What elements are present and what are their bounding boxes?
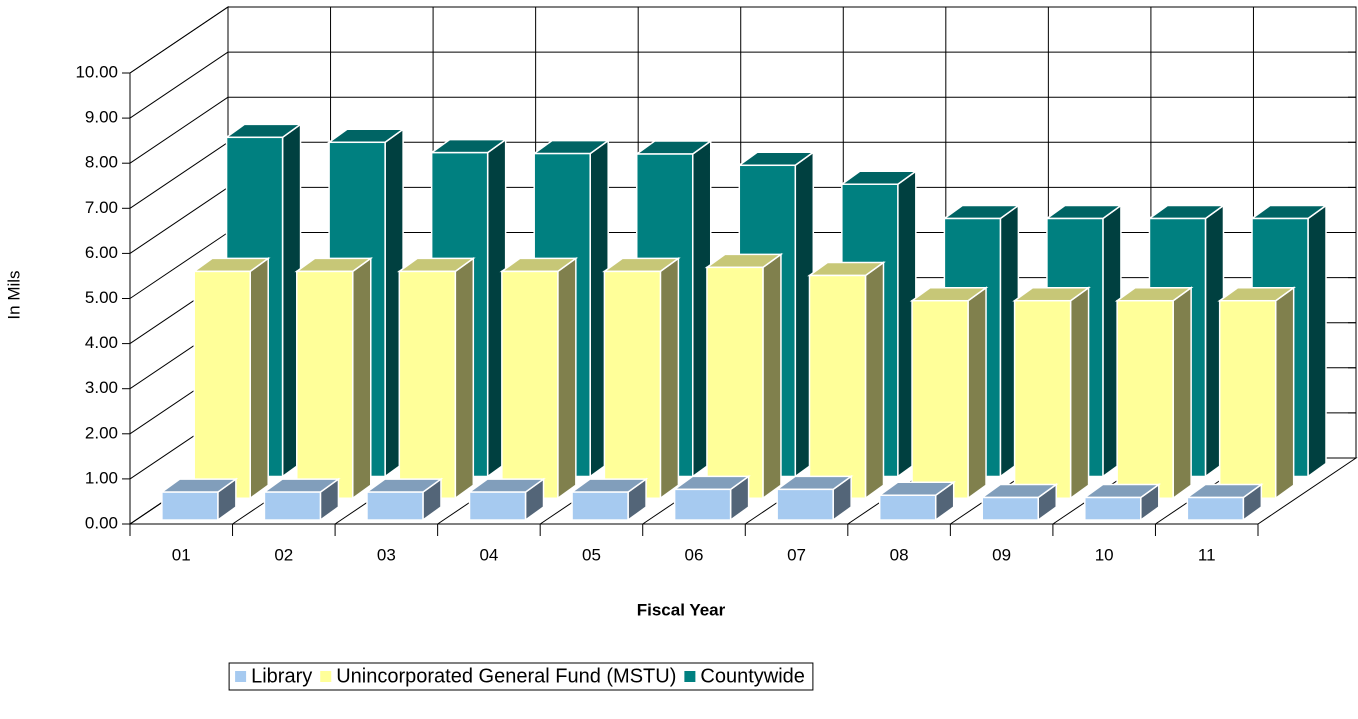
bar-side [1274, 286, 1295, 500]
bar [704, 252, 784, 500]
y-tick-label: 6.00 [85, 243, 118, 262]
x-tick-label: 08 [890, 545, 909, 564]
bar-front [366, 491, 424, 521]
legend-swatch [320, 671, 332, 682]
bar [1114, 286, 1194, 500]
bar-front [1084, 496, 1142, 521]
y-axis-label: In Mils [4, 270, 23, 319]
bar [1217, 286, 1296, 500]
x-tick-label: 06 [685, 545, 704, 564]
bar [807, 260, 886, 500]
bar-front [193, 270, 251, 500]
x-tick-label: 10 [1095, 545, 1114, 564]
y-tick-label: 8.00 [85, 153, 118, 172]
y-tick-label: 1.00 [85, 468, 118, 487]
bar [294, 256, 374, 500]
bar [499, 256, 579, 500]
bar-front [706, 266, 764, 500]
grid-line [129, 141, 229, 209]
bar-front [571, 491, 629, 521]
bar-front [673, 488, 732, 521]
legend-label: Library [251, 665, 312, 687]
bar-front [878, 494, 937, 521]
bar-side [352, 256, 372, 500]
grid-line [129, 232, 229, 299]
x-tick-label: 09 [992, 545, 1011, 564]
bar-side [454, 256, 475, 500]
x-tick-label: 07 [787, 545, 806, 564]
bar-front [911, 299, 969, 500]
legend-label: Countywide [700, 665, 805, 687]
bar-side [762, 252, 782, 500]
x-tick-label: 02 [274, 545, 293, 564]
bar [262, 477, 341, 522]
grid-line [129, 51, 229, 119]
bar-front [603, 270, 662, 500]
bar-side [1307, 204, 1327, 478]
y-tick-label: 9.00 [85, 108, 118, 127]
y-tick-label: 4.00 [85, 333, 118, 352]
y-tick-label: 10.00 [75, 62, 118, 81]
bar [602, 256, 681, 500]
bar [774, 474, 854, 522]
bar [159, 477, 239, 522]
bar-front [1116, 299, 1174, 500]
x-tick-label: 04 [479, 545, 498, 564]
bar [1012, 286, 1091, 500]
bar [569, 477, 649, 522]
bar-side [659, 256, 680, 500]
bar-front [776, 488, 834, 521]
bar [467, 477, 546, 522]
bar-side [557, 256, 577, 500]
bar [979, 483, 1059, 522]
x-tick-label: 03 [377, 545, 396, 564]
x-tick-label: 01 [172, 545, 191, 564]
grid-line [129, 96, 229, 164]
bar-front [981, 496, 1039, 521]
bar [877, 480, 957, 522]
x-tick-label: 11 [1198, 545, 1216, 564]
bar-side [967, 286, 987, 500]
bar-front [161, 491, 219, 521]
grid-line [129, 186, 229, 254]
bar-front [398, 270, 457, 500]
y-tick-label: 3.00 [85, 378, 118, 397]
bar-front [263, 491, 322, 521]
bar-front [296, 270, 354, 500]
legend-label: Unincorporated General Fund (MSTU) [336, 665, 676, 687]
grid-line [129, 6, 229, 74]
bar-front [468, 491, 527, 521]
bar [909, 286, 989, 500]
bar-front [1218, 299, 1277, 500]
bar-front [1013, 299, 1072, 500]
bar-front [1186, 496, 1245, 521]
legend-swatch [235, 671, 247, 682]
bar-side [1172, 286, 1192, 500]
bar-side [249, 256, 269, 500]
bar [191, 256, 271, 500]
y-tick-label: 0.00 [85, 513, 118, 532]
bar [672, 474, 751, 522]
bar [364, 477, 444, 522]
y-tick-label: 7.00 [85, 198, 118, 217]
bar-side [864, 260, 885, 500]
bar [1185, 483, 1264, 522]
x-axis-label: Fiscal Year [637, 600, 726, 619]
y-tick-label: 5.00 [85, 288, 118, 307]
bar-front [501, 270, 559, 500]
y-tick-label: 2.00 [85, 423, 118, 442]
bar-side [1069, 286, 1090, 500]
x-tick-label: 05 [582, 545, 601, 564]
legend-swatch [684, 671, 696, 682]
bar [1082, 483, 1162, 522]
bar-front [808, 274, 867, 500]
bar [396, 256, 476, 500]
